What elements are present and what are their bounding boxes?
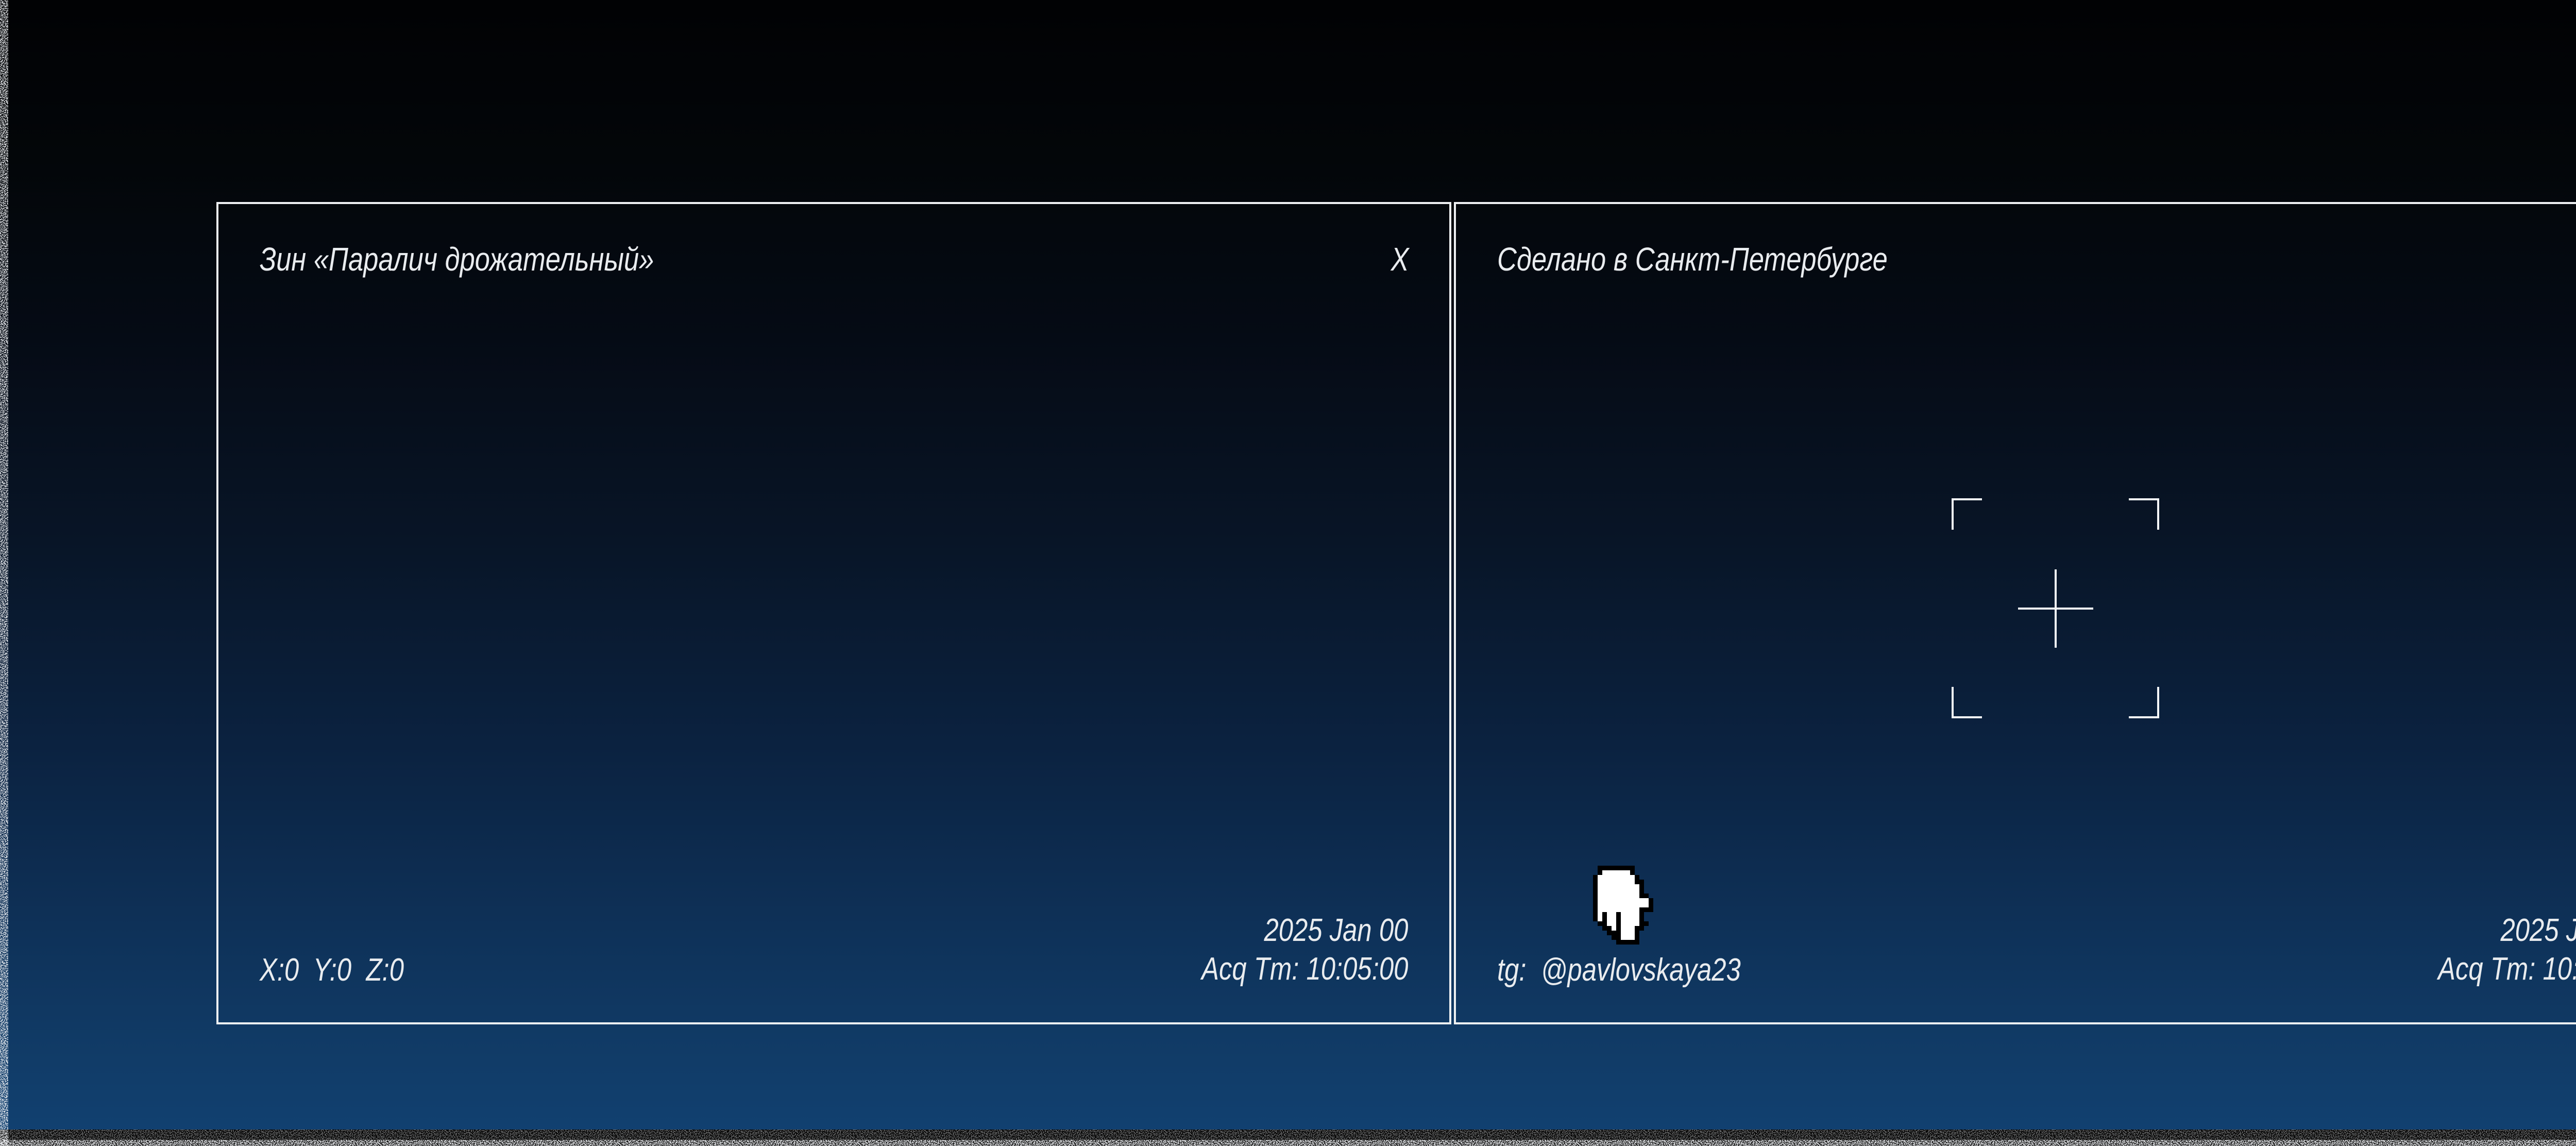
hand-cursor-down-icon (1593, 866, 1653, 945)
right-panel-title: Сделано в Санкт-Петербурге (1497, 241, 1973, 278)
left-image-panel: Зин «Паралич дрожательный» X X:0 Y:0 Z:0… (216, 202, 1451, 1024)
right-panel-acquisition-info: 2025 Jan 00 Acq Tm: 10:05:00 (2393, 911, 2576, 988)
focus-reticle-icon (1952, 498, 2159, 718)
right-panel-telegram-handle: tg: @pavlovskaya23 (1497, 952, 1794, 988)
left-panel-title: Зин «Паралич дрожательный» (260, 241, 740, 278)
reticle-crosshair-vertical (2054, 569, 2057, 648)
telegram-handle-text: tg: @pavlovskaya23 (1497, 952, 1741, 988)
close-x-icon: X (1391, 241, 1409, 278)
acquisition-date: 2025 Jan 00 (2500, 913, 2576, 948)
reticle-corner-top-left (1952, 498, 1982, 530)
reticle-corner-bottom-left (1952, 687, 1982, 718)
left-panel-title-text: Зин «Паралич дрожательный» (260, 241, 654, 278)
acquisition-time: Acq Tm: 10:05:00 (2437, 951, 2576, 987)
reticle-corner-bottom-right (2129, 687, 2159, 718)
coordinates-text: X:0 Y:0 Z:0 (260, 952, 404, 988)
reticle-corner-top-right (2129, 498, 2159, 530)
left-panel-close-button[interactable]: X (1387, 241, 1409, 278)
right-panel-title-text: Сделано в Санкт-Петербурге (1497, 241, 1888, 278)
right-image-panel: Сделано в Санкт-Петербурге X tg: @pavlov… (1454, 202, 2576, 1024)
left-panel-coordinates: X:0 Y:0 Z:0 (260, 952, 435, 988)
acquisition-date: 2025 Jan 00 (1264, 913, 1408, 948)
left-panel-acquisition-info: 2025 Jan 00 Acq Tm: 10:05:00 (1156, 911, 1408, 988)
acquisition-time: Acq Tm: 10:05:00 (1201, 951, 1408, 987)
